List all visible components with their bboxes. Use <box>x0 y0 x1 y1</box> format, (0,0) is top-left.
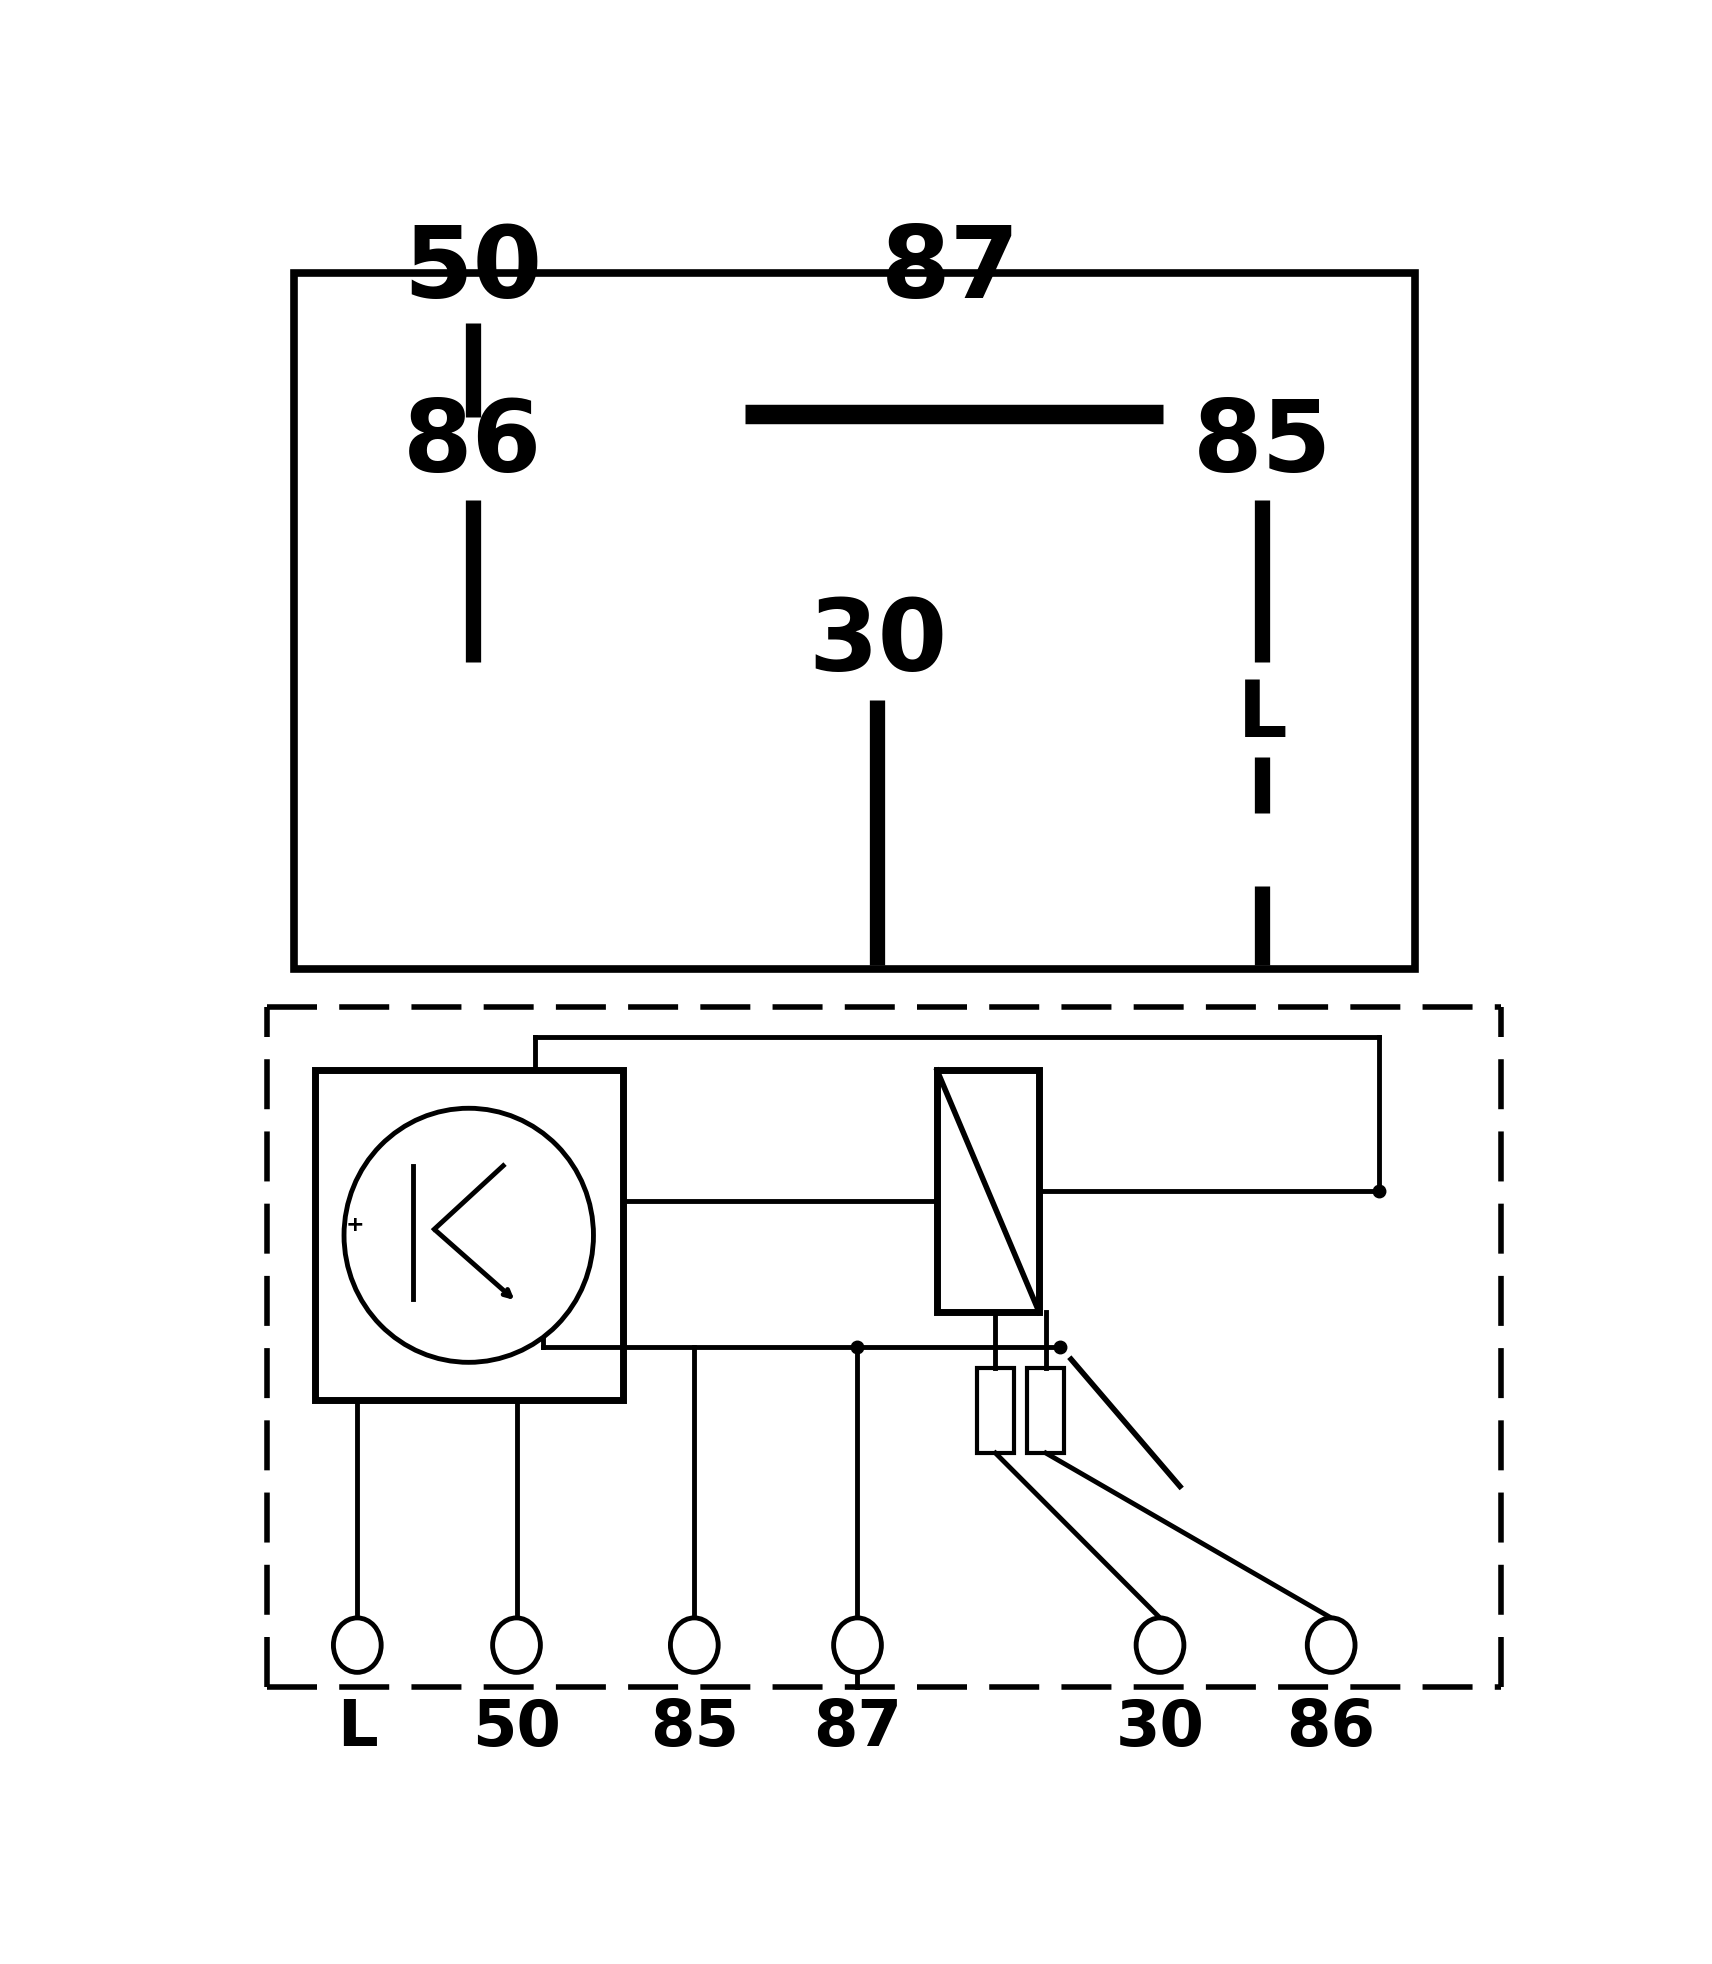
Text: 50: 50 <box>473 1697 562 1758</box>
Circle shape <box>1308 1618 1354 1673</box>
Text: 30: 30 <box>808 595 947 693</box>
Text: 86: 86 <box>402 397 543 493</box>
Text: 87: 87 <box>880 222 1020 318</box>
Circle shape <box>1137 1618 1185 1673</box>
Text: L: L <box>337 1697 378 1758</box>
Text: 85: 85 <box>1193 397 1332 493</box>
Text: +: + <box>346 1214 365 1235</box>
Text: 30: 30 <box>1116 1697 1205 1758</box>
Ellipse shape <box>344 1108 594 1363</box>
Circle shape <box>671 1618 717 1673</box>
Text: 50: 50 <box>402 222 543 318</box>
Text: 87: 87 <box>813 1697 902 1758</box>
Text: 86: 86 <box>1287 1697 1376 1758</box>
Circle shape <box>493 1618 541 1673</box>
Text: 85: 85 <box>651 1697 740 1758</box>
Circle shape <box>834 1618 882 1673</box>
Text: L: L <box>1238 678 1287 752</box>
Circle shape <box>334 1618 382 1673</box>
